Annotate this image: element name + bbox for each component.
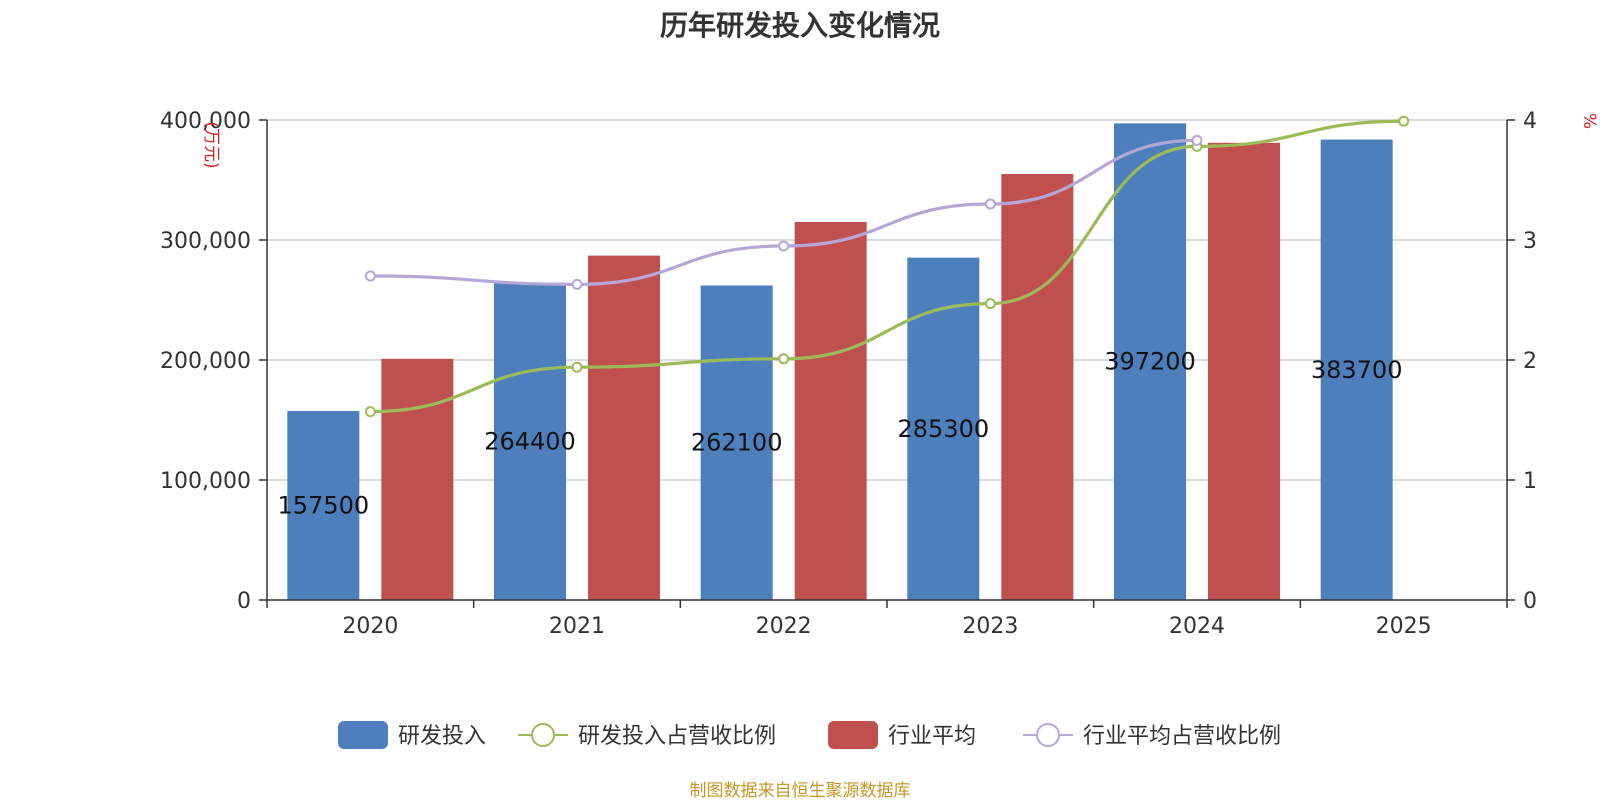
y-left-tick-label: 300,000 (160, 229, 251, 254)
bar-rd-investment (700, 285, 773, 600)
bar-data-label: 397200 (1104, 348, 1196, 376)
y-left-tick-label: 400,000 (160, 109, 251, 134)
y-left-tick-label: 200,000 (160, 349, 251, 374)
legend-label: 行业平均占营收比例 (1083, 724, 1281, 749)
x-tick-label: 2024 (1169, 614, 1225, 639)
bar-rd-investment (1320, 139, 1393, 600)
legend-label: 研发投入占营收比例 (578, 724, 776, 749)
y-right-tick-label: 4 (1523, 109, 1537, 134)
bar-data-label: 383700 (1311, 356, 1403, 384)
point-rd-ratio (778, 353, 790, 365)
x-tick-label: 2025 (1376, 614, 1432, 639)
bar-data-label: 157500 (278, 492, 370, 520)
bar-rd-investment (494, 282, 566, 600)
legend-swatch-marker (1036, 723, 1060, 747)
point-industry-ratio (984, 198, 996, 210)
x-tick-label: 2020 (342, 614, 398, 639)
y-right-tick-label: 2 (1523, 349, 1537, 374)
bar-industry-average (588, 255, 660, 600)
y-left-axis-title: (万元) (201, 121, 221, 168)
data-source-note: 制图数据来自恒生聚源数据库 (689, 781, 911, 801)
point-rd-ratio (1398, 115, 1410, 127)
point-industry-ratio (778, 240, 790, 252)
bar-data-label: 262100 (691, 429, 783, 457)
y-left-tick-label: 0 (237, 589, 251, 614)
bar-rd-investment (1114, 123, 1186, 601)
legend-label: 行业平均 (888, 724, 976, 749)
y-right-tick-label: 0 (1523, 589, 1537, 614)
y-right-axis-title: % (1579, 113, 1599, 129)
bar-data-label: 264400 (484, 427, 576, 455)
y-right-tick-label: 3 (1523, 229, 1537, 254)
y-left-tick-label: 100,000 (160, 469, 251, 494)
point-rd-ratio (364, 406, 376, 418)
point-industry-ratio (364, 270, 376, 282)
legend-swatch-marker (531, 723, 555, 747)
x-tick-label: 2023 (962, 614, 1018, 639)
legend-swatch-bar (828, 721, 878, 749)
point-rd-ratio (984, 298, 996, 310)
line-rd-ratio (370, 119, 1404, 414)
bar-rd-investment (287, 411, 360, 600)
chart-title: 历年研发投入变化情况 (659, 9, 940, 42)
point-rd-ratio (571, 361, 583, 373)
bar-industry-average (1001, 174, 1074, 600)
point-industry-ratio (571, 278, 583, 290)
legend-swatch-bar (338, 721, 388, 749)
bar-industry-average (1208, 142, 1280, 601)
bar-industry-average (794, 222, 867, 600)
bar-industry-average (381, 358, 454, 600)
x-tick-label: 2021 (549, 614, 605, 639)
y-right-tick-label: 1 (1523, 469, 1537, 494)
x-tick-label: 2022 (756, 614, 812, 639)
legend-label: 研发投入 (398, 724, 486, 749)
bar-data-label: 285300 (898, 415, 990, 443)
point-industry-ratio (1191, 134, 1203, 146)
